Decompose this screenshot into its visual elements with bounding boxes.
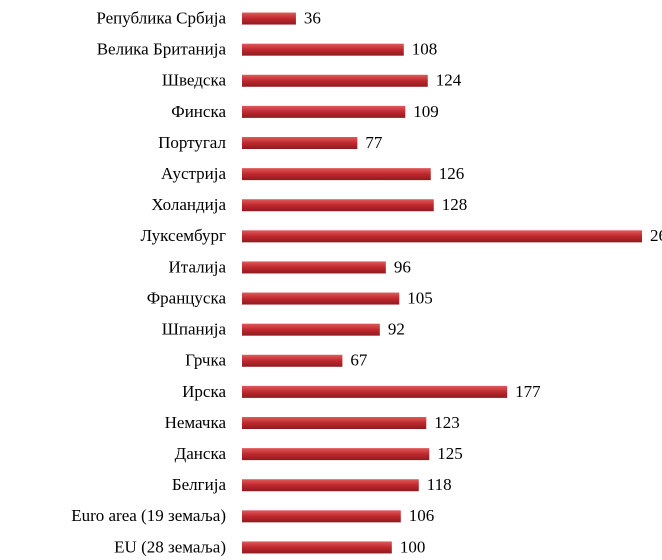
- bar: [242, 354, 343, 367]
- value-label: 118: [427, 475, 452, 494]
- bar: [242, 168, 431, 181]
- category-label: Шпанија: [162, 320, 227, 339]
- value-label: 126: [439, 164, 465, 183]
- category-label: Белгија: [172, 475, 227, 494]
- bar: [242, 12, 296, 25]
- category-label: Грчка: [185, 351, 226, 370]
- category-label: Немачка: [165, 413, 227, 432]
- category-label: Финска: [171, 102, 226, 121]
- bar: [242, 261, 386, 274]
- category-label: Португал: [158, 133, 226, 152]
- category-label: Euro area (19 земаља): [71, 506, 226, 525]
- bar: [242, 43, 404, 56]
- category-label: Ирска: [182, 382, 226, 401]
- category-label: Данска: [175, 444, 227, 463]
- value-label: 123: [434, 413, 460, 432]
- bar: [242, 385, 508, 398]
- bar: [242, 74, 428, 87]
- category-label: Велика Британија: [97, 40, 227, 59]
- category-label: Француска: [147, 288, 227, 307]
- bar: [242, 479, 419, 492]
- category-label: Аустрија: [161, 164, 226, 183]
- bar: [242, 199, 434, 212]
- value-label: 36: [304, 8, 321, 27]
- category-label: Холандија: [151, 195, 226, 214]
- value-label: 124: [436, 71, 462, 90]
- bar: [242, 323, 380, 336]
- value-label: 267: [650, 226, 662, 245]
- value-label: 92: [388, 320, 405, 339]
- value-label: 108: [412, 40, 438, 59]
- bar: [242, 541, 392, 554]
- bar: [242, 105, 406, 118]
- category-label: Шведска: [162, 71, 227, 90]
- value-label: 105: [407, 288, 433, 307]
- value-label: 177: [515, 382, 541, 401]
- value-label: 100: [400, 537, 426, 556]
- value-label: 96: [394, 257, 411, 276]
- value-label: 128: [442, 195, 468, 214]
- bar: [242, 510, 401, 523]
- value-label: 67: [350, 351, 368, 370]
- bar: [242, 448, 430, 461]
- value-label: 106: [409, 506, 435, 525]
- value-label: 77: [365, 133, 383, 152]
- category-label: EU (28 земаља): [114, 537, 226, 556]
- category-label: Република Србија: [96, 8, 226, 27]
- category-label: Луксембург: [141, 226, 227, 245]
- bar: [242, 292, 400, 305]
- value-label: 125: [437, 444, 463, 463]
- value-label: 109: [413, 102, 439, 121]
- bar: [242, 230, 642, 243]
- category-label: Италија: [169, 257, 227, 276]
- bar: [242, 137, 358, 149]
- bar: [242, 417, 427, 429]
